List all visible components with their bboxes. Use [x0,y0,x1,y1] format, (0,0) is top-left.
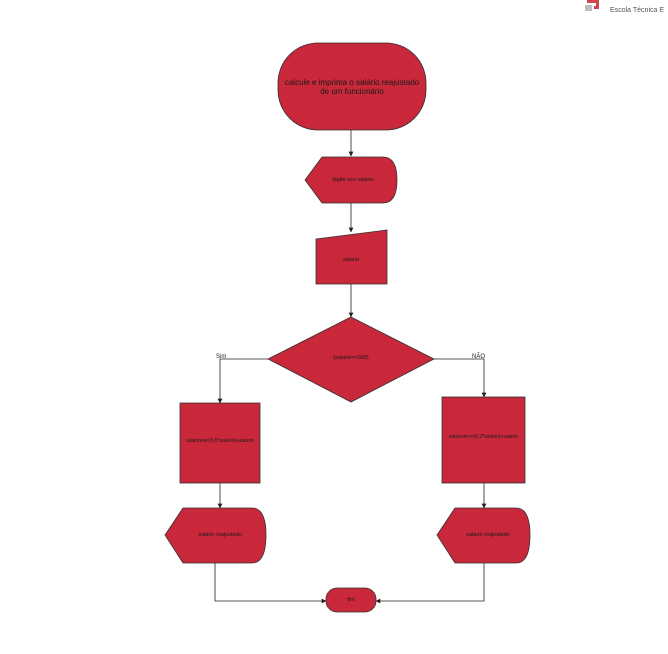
end-label: fim [347,596,355,603]
start-terminator [277,42,427,131]
end-terminator [325,587,377,613]
input-display-shape [304,156,398,204]
edge-display-yes-to-end [214,563,327,604]
edge-decision-no [434,358,487,398]
decision-diamond [267,316,435,403]
branch-no-label: NÃO [472,354,486,360]
branch-yes-label: Sim [216,354,227,360]
header-org-name: Escola Técnica E [610,7,664,14]
input-prompt-label: digite seu salario [332,176,374,183]
display-no-shape [436,507,531,564]
manual-input-label: salario [342,256,360,263]
process-no-label: salarionrs=(0,3*salario)+salario [448,434,519,441]
display-no-label: salario reajustado [466,531,510,538]
process-yes-label: salarioнs=(0,5*salario)+salario [186,438,254,445]
edge-decision-yes [217,358,268,404]
edge-display-no-to-end [375,563,485,604]
decision-label: (salario<=300) [333,354,369,361]
connectors [214,130,487,604]
process-no-box [441,396,526,484]
process-yes-box [179,402,261,484]
display-yes-label: salário reajustado [198,531,242,538]
manual-input-shape [315,229,388,285]
display-yes-shape [164,507,267,564]
school-logo-icon [585,0,599,11]
start-label: calcule e imprima o salário reajustado d… [284,77,420,96]
